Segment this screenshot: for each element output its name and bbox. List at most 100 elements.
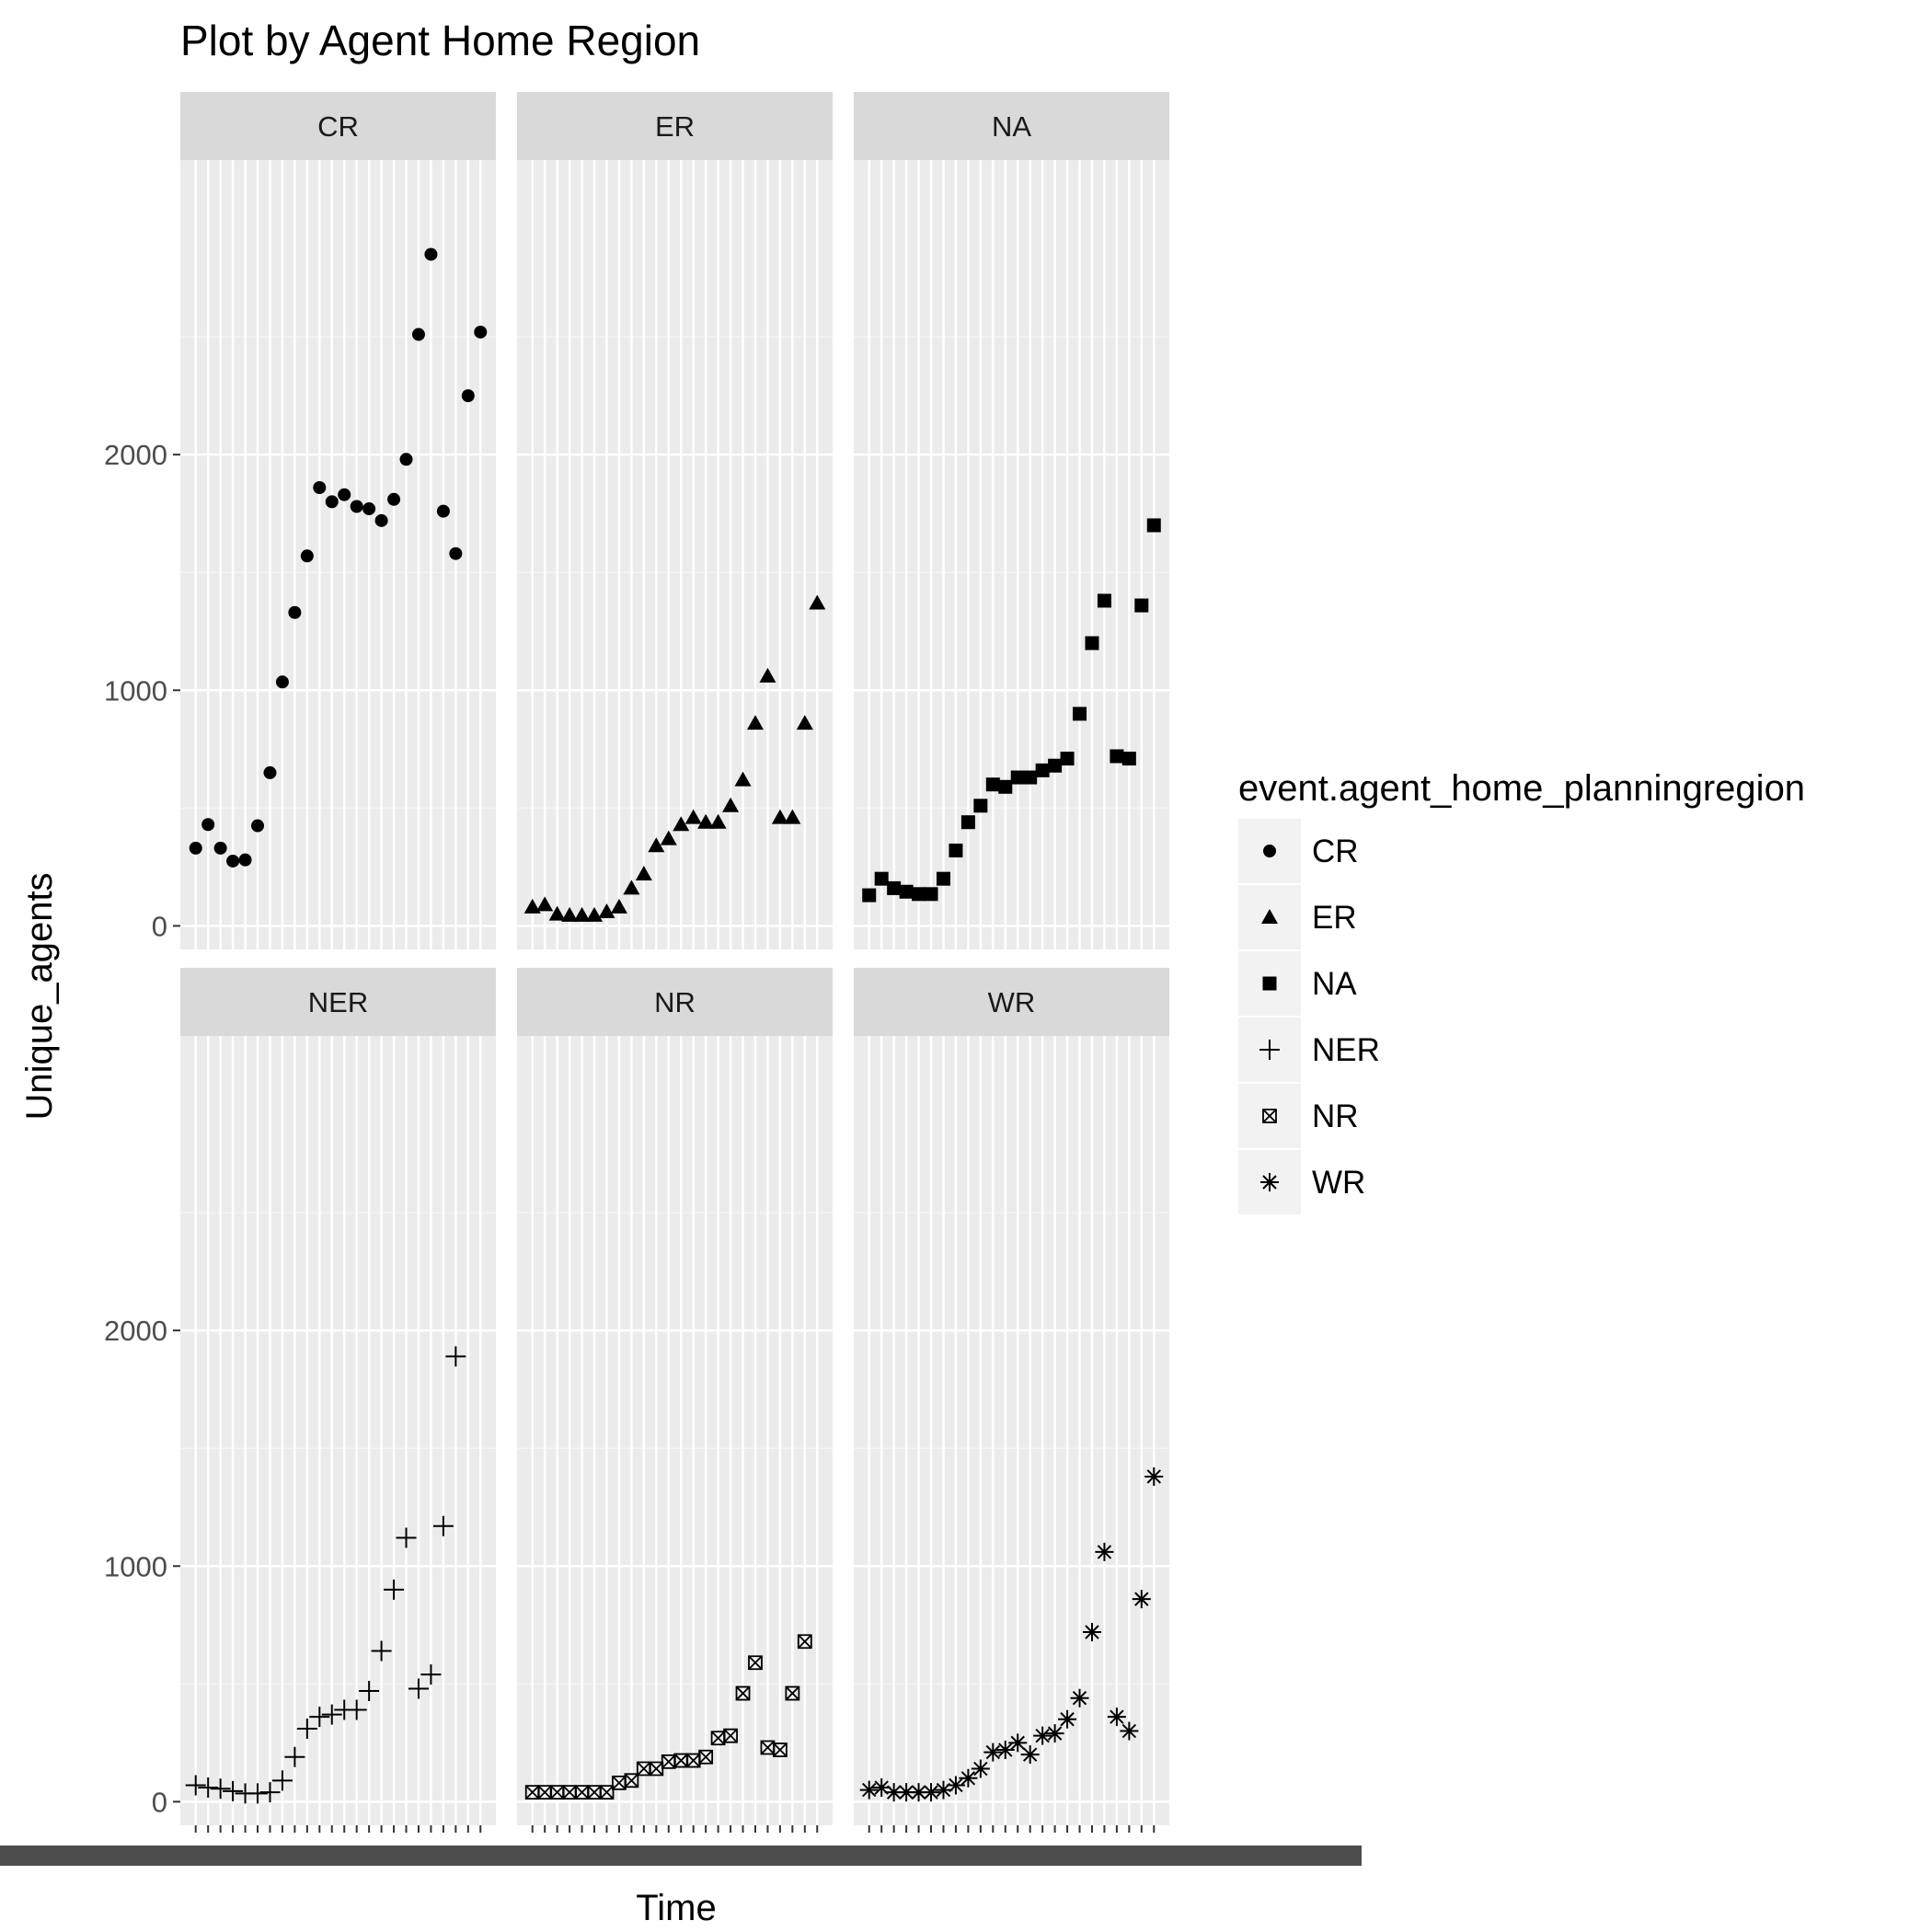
data-point-nr [599,1785,615,1800]
data-point-wr [1008,1733,1028,1753]
data-point-er [523,898,541,914]
y-tick-label: 1000 [104,1550,167,1582]
data-point-wr [1033,1726,1052,1745]
data-point-cr [213,841,227,855]
legend-item-cr: CR [1238,819,1359,883]
data-point-er [684,809,702,824]
data-point-wr [897,1783,916,1802]
data-point-na [1073,707,1087,721]
data-point-na [1134,598,1149,613]
data-point-na [1110,749,1124,764]
data-point-na [985,777,1000,792]
panel-background [854,1036,1169,1825]
data-point-wr [909,1783,928,1802]
data-point-er [548,905,566,921]
legend-label: ER [1312,900,1357,936]
data-point-nr [685,1753,701,1768]
data-point-na [899,884,914,899]
data-point-nr [723,1728,738,1743]
data-point-nr [624,1773,639,1788]
data-point-cr [362,502,376,516]
facet-panels: CR 0 1000 2000 ER NA NER 0 1000 2000 NR WR [0,92,1362,1866]
data-point-ner [420,1664,442,1685]
data-point-na [887,880,902,895]
data-point-ner [432,1515,454,1536]
data-point-ner [321,1704,342,1725]
data-point-er [734,771,752,787]
data-point-wr [884,1783,903,1802]
data-point-er [784,809,801,824]
data-point-er [746,715,764,730]
data-point-er [722,797,740,812]
panel-background [517,160,833,949]
data-point-nr [735,1685,751,1701]
data-point-cr [411,328,425,341]
data-point-ner [408,1678,429,1699]
data-point-wr [1058,1709,1077,1729]
data-point-wr [983,1742,1003,1762]
data-point-ner [223,1780,244,1801]
data-point-er [673,816,690,832]
data-point-cr [338,488,351,501]
data-point-er [536,896,554,912]
data-point-na [924,887,938,902]
data-point-wr [995,1741,1015,1760]
data-point-nr [612,1776,627,1790]
data-point-nr [797,1634,812,1650]
data-point-cr [399,453,413,466]
facet-strip [180,968,496,1036]
data-point-na [1146,518,1161,533]
data-point-cr [275,675,289,689]
data-point-cr [449,546,463,560]
facet-panel-ner: NER 0 1000 2000 [104,968,496,1833]
data-point-na [862,888,877,903]
data-point-ner [185,1775,206,1796]
data-point-er [623,880,640,895]
legend-label: CR [1312,834,1359,869]
data-point-er [648,837,665,853]
data-point-ner [271,1770,293,1791]
legend-symbol-nr [1262,1109,1277,1123]
data-point-wr [1144,1466,1164,1486]
data-point-nr [772,1742,788,1757]
panel-background [180,160,496,949]
legend-symbol-na [1262,976,1277,991]
legend: event.agent_home_planningregion CR ER NA NE… [1238,768,1805,1214]
data-point-er [709,813,727,829]
panel-background [854,160,1169,949]
data-point-cr [325,495,339,509]
facet-panel-na: NA [854,92,1169,949]
data-point-cr [251,819,265,833]
data-point-cr [424,247,438,261]
data-point-na [1048,758,1063,773]
data-point-cr [313,481,327,495]
data-point-er [759,667,776,683]
data-point-wr [1045,1724,1064,1743]
data-point-ner [296,1718,317,1739]
y-tick-label: 1000 [104,674,167,707]
y-tick-label: 2000 [104,1315,167,1347]
data-point-nr [649,1761,664,1777]
data-point-na [1035,763,1050,777]
data-point-wr [946,1776,965,1795]
data-point-ner [309,1707,330,1728]
data-point-er [796,715,813,730]
y-tick-label: 0 [152,1786,167,1818]
data-point-na [1085,636,1099,650]
data-point-er [635,866,652,881]
data-point-wr [1107,1708,1126,1727]
data-point-cr [350,500,363,513]
chart-title: Plot by Agent Home Region [180,17,700,64]
data-point-wr [971,1759,990,1778]
data-point-na [1010,770,1025,785]
data-point-na [973,799,988,813]
data-point-er [771,809,788,824]
data-point-cr [436,504,450,518]
legend-label: NA [1312,966,1357,1002]
data-point-na [936,871,950,886]
facet-panel-cr: CR 0 1000 2000 [104,92,496,949]
facet-strip-label: WR [988,986,1036,1018]
data-point-er [586,906,604,922]
data-point-cr [288,605,302,619]
data-point-na [1060,752,1075,766]
